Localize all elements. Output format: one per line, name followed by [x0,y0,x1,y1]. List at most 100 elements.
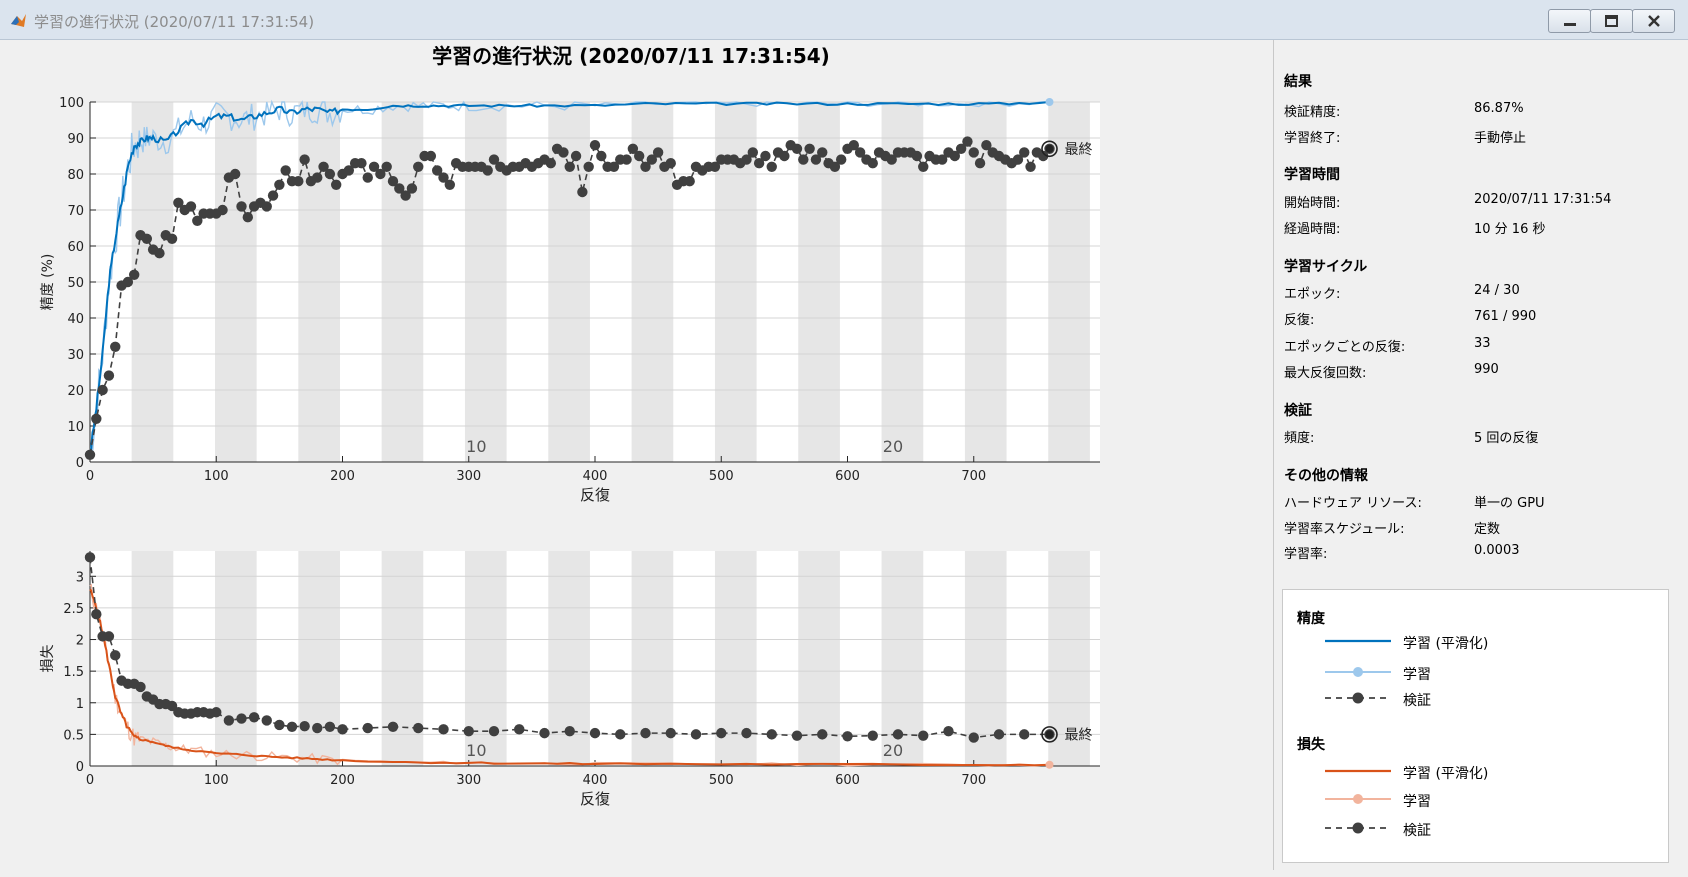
maximize-button[interactable] [1590,9,1633,33]
loss-y-tick-label: 3 [76,570,84,585]
loss-validation-point [969,732,979,742]
accuracy-validation-point [571,151,581,161]
loss-validation-point [1019,729,1029,739]
accuracy-validation-point [634,151,644,161]
legend-loss-training: 学習 [1403,791,1431,811]
accuracy-validation-point [583,162,593,172]
iter-per-epoch-value: 33 [1474,336,1491,351]
training-progress-charts: 0 100 200 300 400 500 600 700010203040506070809… [0,0,1272,877]
loss-validation-point [868,730,878,740]
accuracy-y-axis-label: 精度 (%) [40,254,56,311]
accuracy-validation-point [767,162,777,172]
accuracy-validation-point [129,270,139,280]
loss-validation-point [666,728,676,738]
accuracy-validation-point [293,176,303,186]
accuracy-x-tick-label: 100 [204,469,229,484]
minimize-button[interactable] [1548,9,1591,33]
accuracy-validation-point [666,158,676,168]
accuracy-y-tick-label: 50 [67,276,84,291]
loss-validation-point [236,713,246,723]
training-finished-label: 学習終了: [1284,127,1340,146]
accuracy-x-tick-label: 400 [583,469,608,484]
accuracy-validation-point [104,370,114,380]
accuracy-validation-point [804,144,814,154]
other-info-header: その他の情報 [1284,465,1368,485]
accuracy-validation-point [912,151,922,161]
chart-legend: 精度 学習 (平滑化) 学習 検証 損失 学習 (平滑化) 学習 検証 [1282,589,1669,863]
legend-acc-training: 学習 [1403,664,1431,684]
accuracy-x-tick-label: 300 [456,469,481,484]
loss-training-final-point [1046,761,1054,769]
accuracy-validation-point [558,147,568,157]
accuracy-validation-point [836,154,846,164]
accuracy-y-tick-label: 0 [76,456,84,471]
learning-rate-value: 0.0003 [1474,543,1520,558]
legend-acc-training-swatch [1323,665,1393,679]
legend-loss-smoothed-swatch [1323,764,1393,778]
accuracy-y-tick-label: 60 [67,240,84,255]
hardware-value: 単一の GPU [1474,492,1545,511]
loss-validation-point [363,723,373,733]
loss-y-tick-label: 1 [76,697,84,712]
loss-validation-point [135,682,145,692]
accuracy-validation-point [274,180,284,190]
loss-validation-point [249,712,259,722]
loss-x-tick-label: 0 [86,773,94,788]
accuracy-validation-point [546,158,556,168]
loss-validation-point [590,728,600,738]
accuracy-validation-point [1019,147,1029,157]
loss-validation-point [337,724,347,734]
legend-acc-validation: 検証 [1403,690,1431,710]
accuracy-validation-point [565,162,575,172]
accuracy-validation-point [590,140,600,150]
accuracy-validation-point [325,169,335,179]
legend-loss-smoothed: 学習 (平滑化) [1403,763,1488,783]
loss-validation-point [299,721,309,731]
accuracy-validation-point [91,414,101,424]
accuracy-validation-point [381,162,391,172]
accuracy-validation-point [268,190,278,200]
loss-validation-point [994,729,1004,739]
accuracy-validation-point [280,165,290,175]
accuracy-validation-point [445,180,455,190]
accuracy-training-final-point [1046,98,1054,106]
accuracy-x-tick-label: 600 [835,469,860,484]
accuracy-validation-point [621,154,631,164]
loss-y-tick-label: 0 [76,760,84,775]
loss-validation-point [312,723,322,733]
loss-y-tick-label: 2.5 [63,602,84,617]
accuracy-validation-point [413,162,423,172]
accuracy-validation-point [482,165,492,175]
accuracy-validation-point [969,147,979,157]
loss-validation-point [817,729,827,739]
elapsed-time-label: 経過時間: [1284,218,1340,237]
legend-acc-validation-swatch [1323,691,1393,705]
elapsed-time-value: 10 分 16 秒 [1474,218,1545,237]
loss-y-axis-label: 損失 [40,645,56,673]
accuracy-validation-point [962,136,972,146]
loss-validation-point [539,728,549,738]
accuracy-validation-point [918,162,928,172]
loss-validation-point [224,715,234,725]
iter-per-epoch-label: エポックごとの反復: [1284,336,1405,355]
accuracy-validation-point [186,201,196,211]
accuracy-validation-point [596,151,606,161]
legend-loss-training-swatch [1323,792,1393,806]
accuracy-validation-point [236,201,246,211]
close-icon [1646,14,1662,28]
loss-validation-point [274,720,284,730]
accuracy-validation-point [975,158,985,168]
learning-rate-label: 学習率: [1284,543,1327,562]
accuracy-y-tick-label: 100 [59,96,84,111]
loss-x-tick-label: 600 [835,773,860,788]
time-header: 学習時間 [1284,164,1340,184]
accuracy-validation-point [217,205,227,215]
accuracy-y-tick-label: 70 [67,204,84,219]
max-iter-label: 最大反復回数: [1284,362,1366,381]
close-button[interactable] [1632,9,1675,33]
accuracy-y-tick-label: 40 [67,312,84,327]
accuracy-validation-point [363,172,373,182]
accuracy-validation-point [262,201,272,211]
accuracy-validation-point [760,151,770,161]
loss-validation-point [514,724,524,734]
